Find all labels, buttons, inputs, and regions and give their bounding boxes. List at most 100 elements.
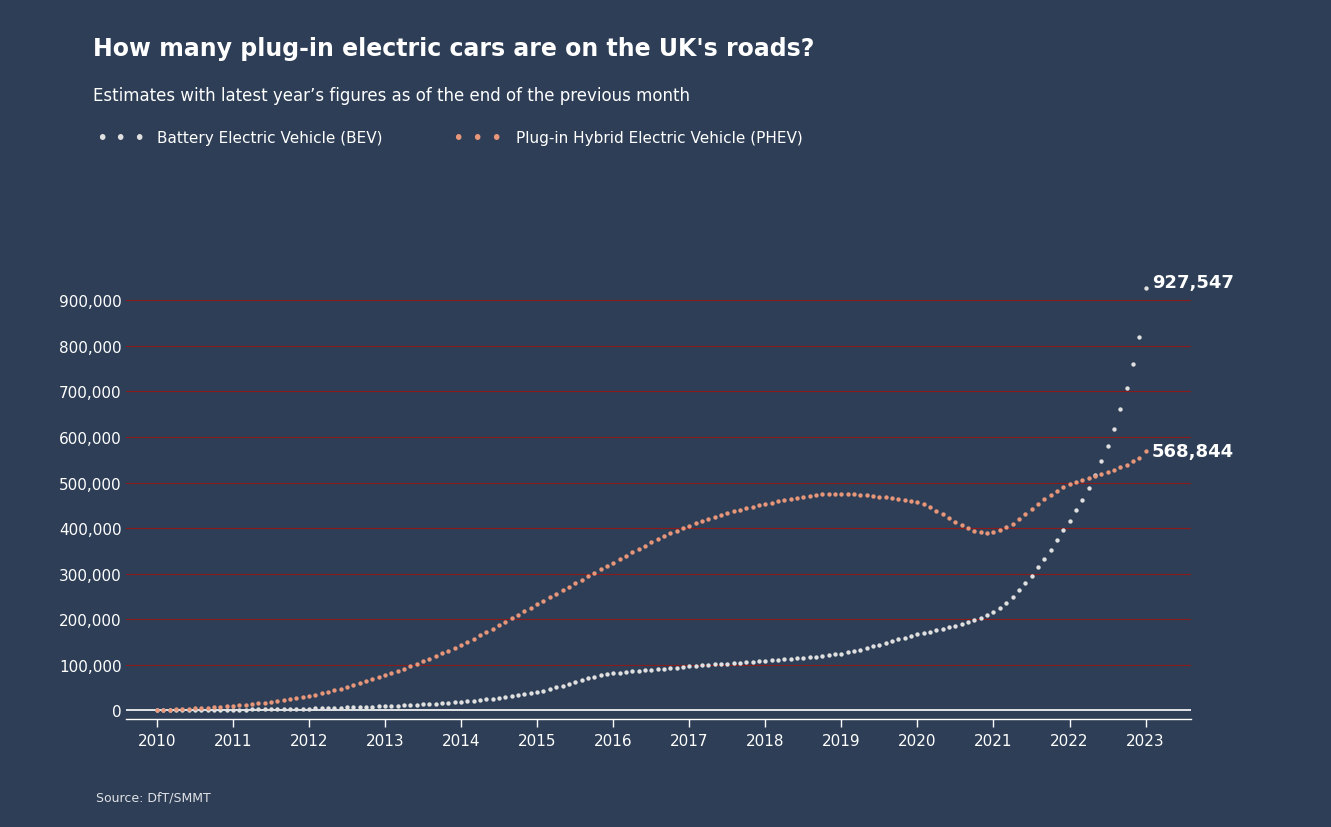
Point — [1059, 478, 1081, 491]
Point — [1021, 569, 1042, 582]
Point — [406, 698, 427, 711]
Point — [291, 702, 313, 715]
Point — [926, 504, 948, 518]
Point — [729, 504, 751, 517]
Point — [172, 703, 193, 716]
Text: •: • — [133, 129, 145, 147]
Point — [874, 637, 896, 650]
Point — [381, 667, 402, 680]
Point — [819, 649, 840, 662]
Point — [1046, 534, 1067, 547]
Point — [679, 660, 700, 673]
Point — [273, 702, 294, 715]
Point — [957, 522, 978, 535]
Point — [583, 670, 604, 683]
Point — [977, 526, 998, 539]
Point — [1085, 470, 1106, 483]
Point — [812, 488, 833, 501]
Point — [413, 698, 434, 711]
Point — [355, 700, 377, 714]
Point — [286, 691, 307, 705]
Point — [1014, 508, 1036, 521]
Point — [849, 643, 870, 657]
Point — [1014, 577, 1036, 590]
Point — [862, 640, 884, 653]
Point — [666, 661, 687, 674]
Point — [1115, 458, 1137, 471]
Point — [337, 681, 358, 694]
Text: How many plug-in electric cars are on the UK's roads?: How many plug-in electric cars are on th… — [93, 37, 815, 61]
Point — [1059, 514, 1081, 528]
Point — [311, 687, 333, 700]
Point — [938, 621, 960, 634]
Point — [901, 629, 922, 643]
Point — [761, 496, 783, 509]
Point — [178, 702, 200, 715]
Point — [488, 691, 510, 705]
Point — [495, 615, 516, 629]
Point — [780, 653, 801, 666]
Point — [881, 492, 902, 505]
Point — [901, 495, 922, 508]
Point — [514, 605, 535, 618]
Point — [748, 500, 769, 513]
Point — [369, 700, 390, 713]
Point — [1053, 481, 1074, 495]
Point — [197, 704, 218, 717]
Point — [387, 699, 409, 712]
Point — [628, 664, 650, 677]
Point — [608, 553, 630, 566]
Point — [654, 662, 675, 676]
Point — [647, 533, 668, 546]
Point — [844, 645, 865, 658]
Point — [236, 703, 257, 716]
Point — [190, 704, 212, 717]
Point — [571, 573, 592, 586]
Point — [241, 703, 262, 716]
Point — [450, 696, 471, 709]
Point — [520, 601, 542, 614]
Point — [723, 657, 744, 670]
Point — [349, 676, 370, 690]
Point — [945, 515, 966, 528]
Point — [222, 700, 244, 713]
Point — [831, 648, 852, 661]
Point — [342, 679, 363, 692]
Point — [869, 638, 890, 652]
Point — [482, 623, 503, 636]
Point — [913, 627, 934, 640]
Point — [425, 650, 446, 663]
Point — [799, 651, 820, 664]
Point — [502, 690, 523, 703]
Point — [317, 701, 338, 715]
Point — [399, 660, 421, 673]
Point — [596, 668, 618, 681]
Point — [463, 694, 484, 707]
Point — [419, 653, 441, 666]
Point — [475, 693, 496, 706]
Point — [590, 669, 611, 682]
Point — [165, 704, 186, 717]
Point — [216, 700, 237, 713]
Text: •: • — [114, 129, 126, 147]
Point — [1115, 382, 1137, 395]
Point — [1034, 552, 1055, 566]
Point — [615, 549, 636, 562]
Point — [507, 609, 528, 622]
Point — [704, 511, 725, 524]
Point — [874, 491, 896, 504]
Point — [399, 699, 421, 712]
Point — [502, 612, 523, 625]
Point — [229, 699, 250, 712]
Point — [862, 490, 884, 503]
Point — [672, 661, 693, 674]
Point — [812, 649, 833, 662]
Point — [546, 587, 567, 600]
Point — [989, 523, 1010, 537]
Text: •: • — [96, 129, 108, 147]
Point — [881, 635, 902, 648]
Point — [209, 703, 230, 716]
Point — [190, 701, 212, 715]
Point — [1097, 440, 1118, 453]
Point — [697, 658, 719, 672]
